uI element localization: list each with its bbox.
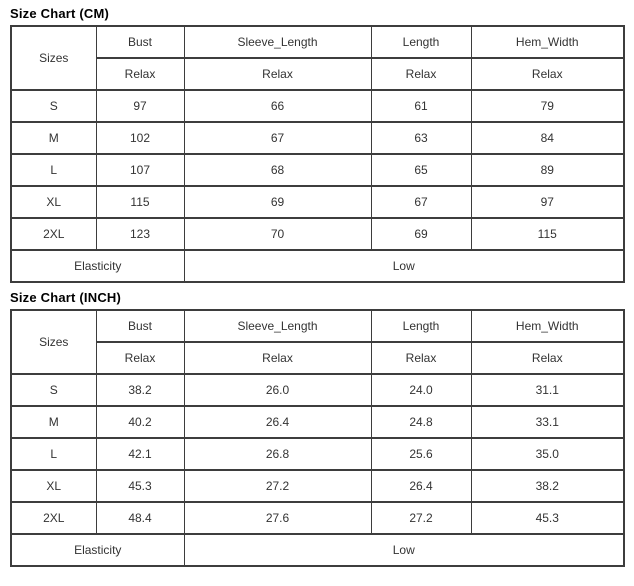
measurement-cell: 26.0 [183,373,372,407]
table-row: 2XL 123 70 69 115 [10,217,625,251]
measurement-cell: 69 [370,217,472,251]
elasticity-value-cell: Low [183,249,625,283]
measurement-cell: 27.2 [183,469,372,503]
size-chart-cm-table: Sizes Bust Sleeve_Length Length Hem_Width Rel… [10,25,625,283]
measurement-cell: 102 [95,121,185,155]
measurement-cell: 24.0 [370,373,472,407]
measurement-cell: 97 [470,185,625,219]
size-cell: L [10,153,97,187]
measurement-cell: 26.8 [183,437,372,471]
measurement-cell: 26.4 [370,469,472,503]
table-row: M 40.2 26.4 24.8 33.1 [10,405,625,439]
fit-label-cell: Relax [95,57,185,91]
fit-header-row: Relax Relax Relax Relax [11,341,625,375]
size-cell: M [10,121,97,155]
measurement-cell: 115 [470,217,625,251]
size-chart-cm-section: Size Chart (CM) Sizes Bust Sleeve_Length Le… [10,4,625,283]
measurement-cell: 45.3 [470,501,625,535]
measurement-cell: 67 [183,121,372,155]
column-header-cell: Bust [95,25,185,59]
fit-label-cell: Relax [370,57,472,91]
measurement-cell: 61 [370,89,472,123]
column-header-cell: Hem_Width [470,309,625,343]
measurement-cell: 89 [470,153,625,187]
measurement-cell: 26.4 [183,405,372,439]
measurement-cell: 38.2 [470,469,625,503]
measurement-cell: 115 [95,185,185,219]
measurement-cell: 70 [183,217,372,251]
measurement-cell: 67 [370,185,472,219]
size-cell: M [10,405,97,439]
measurement-cell: 45.3 [95,469,185,503]
column-header-cell: Length [370,309,472,343]
header-row: Sizes Bust Sleeve_Length Length Hem_Width [10,25,625,91]
fit-label-cell: Relax [370,341,472,375]
elasticity-value-cell: Low [183,533,625,567]
size-chart-inch-section: Size Chart (INCH) Sizes Bust Sleeve_Length… [10,283,625,567]
measurement-cell: 69 [183,185,372,219]
fit-label-cell: Relax [95,341,185,375]
fit-label-cell: Relax [470,57,625,91]
size-cell: 2XL [10,217,97,251]
measurement-cell: 65 [370,153,472,187]
fit-label-cell: Relax [183,57,372,91]
table-row: S 97 66 61 79 [10,89,625,123]
table-row: L 107 68 65 89 [10,153,625,187]
fit-label-cell: Relax [183,341,372,375]
measurement-cell: 123 [95,217,185,251]
size-cell: S [10,373,97,407]
corner-header-cell: Sizes [10,309,97,375]
column-header-cell: Sleeve_Length [183,309,372,343]
measurement-cell: 25.6 [370,437,472,471]
measurement-cell: 38.2 [95,373,185,407]
measurement-cell: 27.2 [370,501,472,535]
size-cell: S [10,89,97,123]
fit-header-row: Relax Relax Relax Relax [11,57,625,91]
measurement-cell: 35.0 [470,437,625,471]
measurement-cell: 42.1 [95,437,185,471]
size-chart-inch-table: Sizes Bust Sleeve_Length Length Hem_Width Rel… [10,309,625,567]
size-chart-inch-title: Size Chart (INCH) [10,290,122,305]
measurement-cell: 33.1 [470,405,625,439]
elasticity-label-cell: Elasticity [10,533,185,567]
corner-header-cell: Sizes [10,25,97,91]
elasticity-row: Elasticity Low [10,533,625,567]
size-cell: XL [10,469,97,503]
measurement-cell: 66 [183,89,372,123]
measurement-cell: 40.2 [95,405,185,439]
fit-label-cell: Relax [470,341,625,375]
elasticity-label-cell: Elasticity [10,249,185,283]
measurement-cell: 79 [470,89,625,123]
size-cell: L [10,437,97,471]
table-row: S 38.2 26.0 24.0 31.1 [10,373,625,407]
size-cell: 2XL [10,501,97,535]
measurement-cell: 97 [95,89,185,123]
measurement-cell: 68 [183,153,372,187]
column-header-cell: Bust [95,309,185,343]
column-header-cell: Hem_Width [470,25,625,59]
measurement-cell: 63 [370,121,472,155]
measurement-cell: 27.6 [183,501,372,535]
measurement-cell: 48.4 [95,501,185,535]
elasticity-row: Elasticity Low [10,249,625,283]
table-row: 2XL 48.4 27.6 27.2 45.3 [10,501,625,535]
size-cell: XL [10,185,97,219]
measurement-cell: 107 [95,153,185,187]
header-row: Sizes Bust Sleeve_Length Length Hem_Width [10,309,625,375]
table-row: M 102 67 63 84 [10,121,625,155]
table-row: XL 45.3 27.2 26.4 38.2 [10,469,625,503]
column-header-cell: Length [370,25,472,59]
size-chart-cm-title: Size Chart (CM) [10,6,110,21]
measurement-cell: 31.1 [470,373,625,407]
measurement-cell: 24.8 [370,405,472,439]
table-row: L 42.1 26.8 25.6 35.0 [10,437,625,471]
column-header-cell: Sleeve_Length [183,25,372,59]
measurement-cell: 84 [470,121,625,155]
table-row: XL 115 69 67 97 [10,185,625,219]
